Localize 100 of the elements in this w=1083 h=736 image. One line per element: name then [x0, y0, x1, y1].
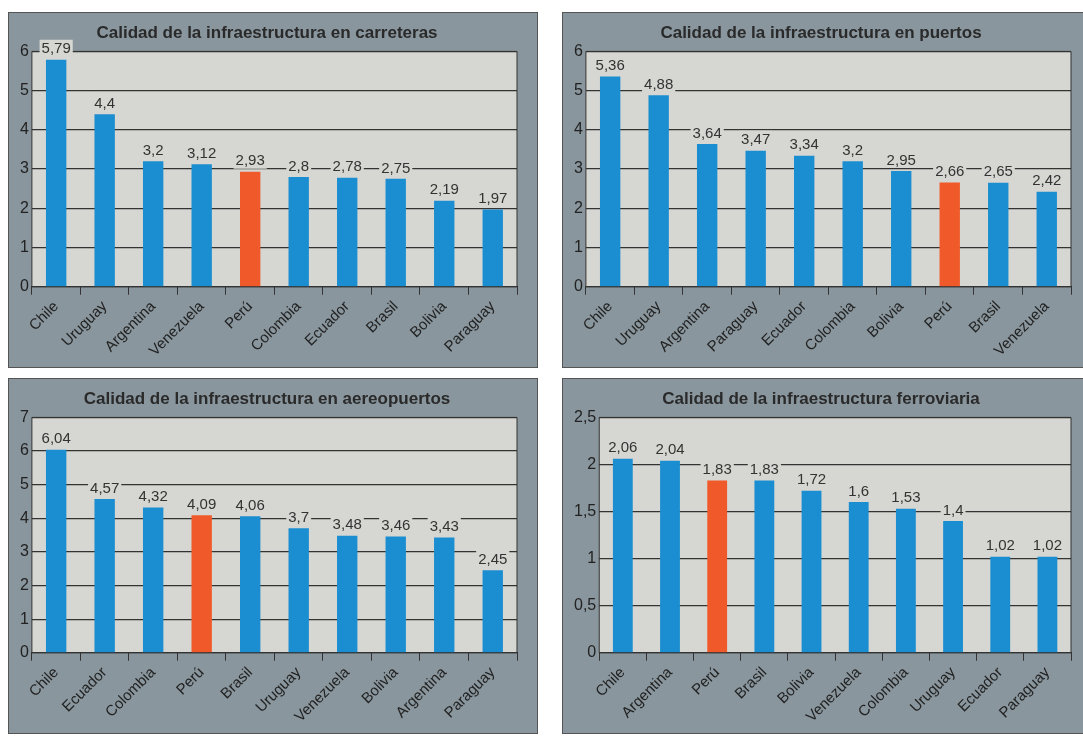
y-tick-label: 4 [19, 508, 29, 526]
data-label: 4,09 [187, 494, 217, 512]
bar [696, 143, 718, 287]
data-label: 3,34 [789, 135, 819, 153]
y-tick-label: 2 [19, 198, 29, 216]
y-tick-label: 5 [573, 81, 583, 99]
data-label: 1,6 [848, 481, 870, 499]
bar [794, 155, 815, 287]
y-tick-label: 1 [19, 609, 29, 627]
data-label: 1,02 [985, 536, 1015, 554]
bar [848, 502, 869, 653]
y-tick-label: 0 [573, 277, 583, 295]
data-label: 3,12 [187, 144, 217, 161]
data-label: 2,42 [1032, 171, 1062, 189]
y-tick-label: 6 [573, 41, 583, 59]
chart-title: Calidad de la infraestructura en puertos [660, 22, 982, 42]
y-tick-label: 2,5 [573, 407, 597, 425]
y-tick-label: 3 [19, 542, 29, 560]
data-label: 3,2 [142, 140, 164, 158]
bar [337, 177, 358, 287]
data-label: 1,72 [796, 470, 827, 488]
bar [434, 537, 455, 653]
y-tick-label: 4 [573, 120, 583, 138]
y-tick-label: 4 [19, 120, 29, 138]
bar [745, 150, 766, 287]
data-label: 3,46 [381, 516, 411, 534]
data-label: 1,83 [702, 460, 732, 478]
y-tick-label: 0 [19, 643, 29, 661]
data-label: 2,45 [478, 550, 508, 567]
y-tick-label: 0,5 [573, 596, 597, 614]
bar [1036, 191, 1057, 287]
bar [482, 570, 503, 653]
bar [660, 460, 680, 653]
data-label: 3,43 [429, 517, 459, 535]
bar [895, 508, 916, 653]
y-tick-label: 2 [573, 198, 583, 216]
bar [891, 171, 912, 287]
data-label: 2,66 [935, 162, 965, 180]
bar [648, 95, 669, 287]
bar [801, 490, 822, 653]
y-tick-label: 5 [19, 475, 29, 493]
data-label: 3,47 [741, 130, 771, 148]
bar [482, 209, 503, 287]
data-label: 1,97 [478, 189, 508, 207]
bar [240, 516, 261, 653]
y-tick-label: 3 [19, 159, 29, 177]
data-label: 2,78 [332, 157, 362, 175]
data-label: 5,36 [595, 56, 625, 74]
bar [385, 178, 406, 287]
data-label: 5,79 [41, 39, 71, 57]
bar [707, 480, 728, 653]
bar [990, 556, 1011, 653]
bar [191, 515, 212, 653]
bar [939, 182, 960, 287]
bar [337, 535, 358, 653]
bar [612, 458, 633, 653]
y-tick-label: 3 [573, 159, 583, 177]
y-tick-label: 5 [19, 81, 29, 99]
data-label: 1,4 [942, 500, 964, 518]
bar [434, 200, 455, 287]
data-label: 1,83 [749, 460, 779, 478]
bar [94, 499, 115, 653]
data-label: 2,19 [429, 180, 459, 198]
bar [240, 171, 261, 287]
bar [943, 520, 963, 653]
bar [288, 528, 309, 653]
y-tick-label: 6 [19, 41, 29, 59]
data-label: 2,65 [983, 162, 1013, 180]
bar [599, 76, 621, 287]
data-label: 3,48 [332, 515, 362, 533]
chart-title: Calidad de la infraestructura ferroviaria [662, 388, 981, 408]
data-label: 3,7 [288, 507, 310, 525]
data-label: 3,64 [692, 123, 722, 141]
data-label: 2,06 [608, 438, 638, 456]
bar [94, 114, 115, 287]
y-tick-label: 0 [19, 277, 29, 295]
bar [45, 449, 67, 653]
y-tick-label: 1,5 [573, 501, 597, 519]
bar [142, 507, 164, 653]
data-label: 1,02 [1032, 536, 1063, 554]
bar [988, 182, 1009, 287]
data-label: 4,06 [235, 495, 265, 513]
data-label: 2,8 [288, 156, 310, 174]
data-label: 4,4 [94, 93, 116, 111]
data-label: 2,75 [381, 158, 411, 176]
bar [754, 480, 775, 653]
data-label: 4,57 [90, 478, 120, 496]
y-tick-label: 2 [19, 575, 29, 593]
y-tick-label: 1 [19, 237, 29, 255]
y-tick-label: 1 [587, 549, 597, 566]
data-label: 4,88 [644, 74, 674, 92]
data-label: 6,04 [41, 429, 71, 447]
data-label: 4,32 [138, 487, 168, 505]
bar [142, 161, 164, 287]
bar [45, 59, 67, 287]
y-tick-label: 6 [19, 441, 29, 459]
bar [1037, 556, 1058, 653]
data-label: 2,95 [886, 150, 916, 168]
data-label: 1,53 [891, 488, 921, 506]
bar [191, 164, 212, 287]
